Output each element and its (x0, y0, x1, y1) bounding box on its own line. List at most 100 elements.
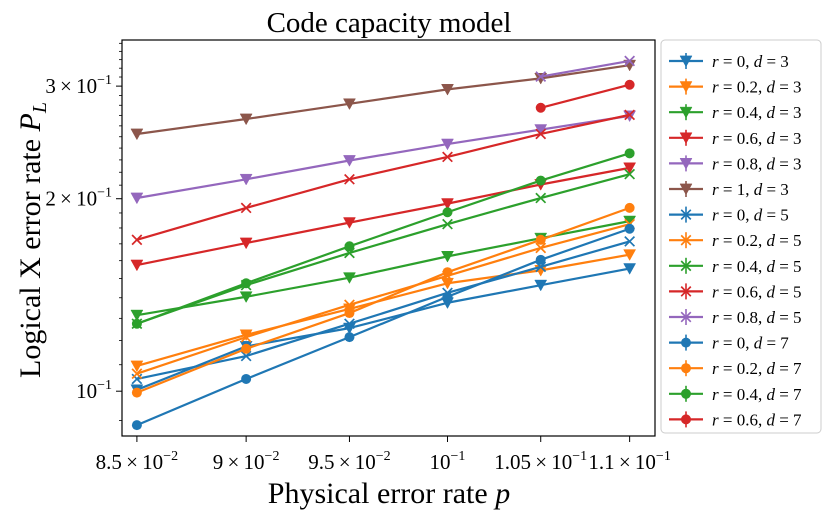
legend-entry: r = 0.8, d = 3 (669, 154, 802, 173)
data-point (624, 109, 636, 121)
data-point (130, 309, 144, 322)
x-tick-label: 9.5 × 10−2 (308, 449, 390, 474)
y-tick-label: 2 × 10−1 (45, 186, 112, 211)
series-r0.8-d3 (130, 110, 637, 205)
data-point (130, 360, 144, 373)
legend-entry: r = 0.4, d = 3 (669, 103, 802, 122)
legend-marker (680, 285, 692, 297)
series-line (136, 267, 630, 391)
data-point (344, 308, 355, 319)
data-point (131, 318, 142, 329)
data-point (344, 318, 355, 330)
data-point (535, 254, 546, 265)
legend-entry: r = 0.4, d = 7 (669, 385, 802, 404)
data-point (130, 128, 144, 141)
plot-frame (121, 39, 656, 437)
data-point (240, 350, 252, 362)
series-r0.6-d3 (130, 162, 637, 272)
data-point (343, 272, 356, 284)
series-line (136, 113, 630, 241)
legend-entry: r = 0.2, d = 5 (669, 231, 802, 250)
series-line (136, 173, 630, 325)
legend-marker (680, 234, 692, 246)
data-point (535, 234, 546, 245)
legend-label: r = 0.8, d = 5 (712, 308, 802, 327)
data-point (535, 71, 547, 82)
data-point (343, 98, 356, 111)
chart-title: Code capacity model (267, 7, 512, 39)
x-axis-label: Physical error rate p (268, 477, 510, 510)
x-tick-label: 1.1 × 10−1 (588, 449, 670, 474)
legend-marker (679, 158, 693, 170)
legend-label: r = 1, d = 3 (712, 180, 789, 199)
legend-label: r = 0.6, d = 7 (712, 410, 802, 429)
series-line (136, 114, 630, 200)
series-line (136, 227, 630, 427)
data-point (624, 223, 635, 234)
legend-label: r = 0.6, d = 3 (712, 129, 802, 148)
data-point (624, 202, 635, 213)
legend-entry: r = 0.2, d = 7 (669, 359, 802, 378)
data-point (624, 168, 636, 180)
legend-entry: r = 0, d = 3 (669, 52, 789, 71)
legend-label: r = 0.4, d = 7 (712, 385, 802, 404)
data-point (239, 173, 253, 186)
data-point (239, 113, 253, 126)
data-point (624, 236, 636, 247)
legend-entry: r = 0, d = 5 (669, 206, 789, 225)
legend-label: r = 0.6, d = 5 (712, 282, 802, 301)
legend-label: r = 0.8, d = 3 (712, 154, 802, 173)
data-point (344, 173, 355, 185)
legend-entry: r = 0.6, d = 7 (669, 410, 802, 429)
series-r0.8-d5 (535, 55, 636, 82)
data-point (534, 279, 548, 292)
data-point (623, 263, 637, 275)
legend-label: r = 0, d = 5 (712, 206, 789, 225)
data-point (344, 299, 355, 311)
data-point (130, 192, 144, 205)
series-line (136, 206, 631, 394)
legend-marker (680, 311, 692, 323)
series-r0.2-d7 (131, 202, 635, 398)
series-line (136, 223, 630, 375)
legend-marker (681, 388, 691, 399)
legend-label: r = 0.2, d = 7 (712, 359, 802, 378)
data-point (241, 278, 252, 289)
series-line (136, 152, 630, 325)
data-point (535, 242, 547, 254)
data-point (344, 332, 355, 343)
data-point (441, 251, 454, 263)
legend-marker (681, 363, 691, 374)
data-point (239, 291, 253, 303)
data-point (442, 218, 453, 230)
legend-marker (681, 337, 691, 348)
legend-label: r = 0.4, d = 5 (712, 257, 802, 276)
data-point (240, 202, 252, 214)
y-tick-label: 10−1 (76, 378, 112, 403)
data-point (441, 138, 454, 151)
data-point (241, 373, 252, 384)
legend-marker (679, 183, 693, 196)
y-tick-label: 3 × 10−1 (45, 73, 112, 98)
series-r0.6-d7 (535, 79, 635, 113)
data-point (343, 155, 356, 167)
legend-label: r = 0.2, d = 3 (712, 78, 802, 97)
data-point (623, 249, 637, 261)
data-point (442, 267, 453, 278)
series-r0.6-d5 (131, 109, 636, 246)
data-point (131, 387, 142, 398)
legend-label: r = 0.4, d = 3 (712, 103, 802, 122)
legend-entry: r = 0.8, d = 5 (669, 308, 802, 327)
legend-entry: r = 0.4, d = 5 (669, 257, 802, 276)
data-point (624, 148, 635, 159)
data-point (241, 343, 252, 354)
legend-marker (680, 209, 692, 221)
series-line (136, 240, 630, 381)
legend-entry: r = 0.2, d = 3 (669, 78, 802, 97)
data-point (239, 237, 253, 250)
data-point (442, 151, 453, 163)
data-point (131, 368, 143, 380)
data-point (442, 291, 453, 302)
data-point (442, 207, 453, 218)
